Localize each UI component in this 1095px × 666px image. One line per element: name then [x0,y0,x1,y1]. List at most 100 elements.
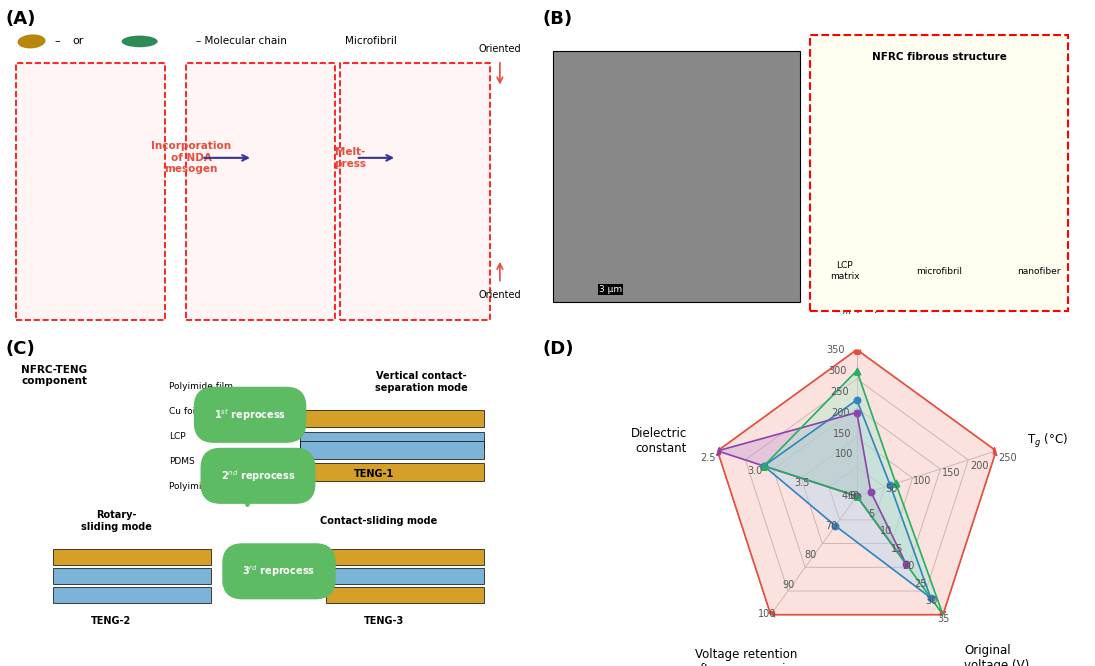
Text: 1$^{st}$ reprocess: 1$^{st}$ reprocess [214,407,286,423]
Text: 200: 200 [831,408,850,418]
Text: 250: 250 [830,387,849,397]
Text: (B): (B) [542,10,573,28]
Polygon shape [717,412,906,564]
Point [881,480,899,491]
Bar [53,568,210,584]
Point [848,491,865,501]
Text: T$_{m}$ (°C): T$_{m}$ (°C) [835,301,878,318]
Bar [326,549,484,565]
Text: 300: 300 [829,366,846,376]
Polygon shape [764,400,931,598]
Text: Oriented: Oriented [479,44,521,54]
Bar [553,51,799,302]
Text: LCP: LCP [169,432,185,441]
Point [756,461,773,472]
Text: 250: 250 [999,453,1017,463]
Text: 20: 20 [902,561,915,571]
Text: 30: 30 [925,596,937,606]
Text: TENG-2: TENG-2 [91,616,131,627]
Bar [300,442,484,459]
Point [934,609,952,620]
Text: 25: 25 [914,579,926,589]
Text: Rotary-
sliding mode: Rotary- sliding mode [81,510,151,532]
Text: 200: 200 [970,461,989,471]
Text: Original
voltage (V): Original voltage (V) [965,644,1029,666]
Text: TENG-1: TENG-1 [354,470,394,480]
Text: 50: 50 [885,484,898,494]
Text: Vertical contact-
separation mode: Vertical contact- separation mode [374,371,468,392]
Text: Polyimide film: Polyimide film [169,482,232,492]
Text: nanofiber: nanofiber [1017,266,1061,276]
Point [708,446,726,456]
Bar [300,432,484,450]
Point [988,446,1005,456]
Bar [810,35,1068,311]
Text: 3.0: 3.0 [747,466,762,476]
Bar [326,568,484,584]
Point [887,478,904,489]
Text: microfibril: microfibril [917,266,963,276]
Text: 70: 70 [826,521,838,531]
Text: Cu foil: Cu foil [169,407,197,416]
Text: T$_{g}$ (°C): T$_{g}$ (°C) [1027,432,1068,450]
Text: 35: 35 [937,614,949,624]
Text: PDMS: PDMS [169,458,195,466]
Point [848,344,865,355]
Text: Oriented: Oriented [479,290,521,300]
Bar [326,587,484,603]
Polygon shape [717,350,996,615]
Polygon shape [764,370,943,615]
Text: Microfibril: Microfibril [345,37,397,47]
Text: or: or [72,37,83,47]
Text: 15: 15 [891,543,903,553]
Text: Incorporation
of NDA
mesogen: Incorporation of NDA mesogen [151,141,231,174]
Text: Contact-sliding mode: Contact-sliding mode [320,516,438,526]
Text: –: – [55,37,60,47]
Text: TENG-3: TENG-3 [364,616,404,627]
Text: 2$^{nd}$ reprocess: 2$^{nd}$ reprocess [221,468,296,484]
Point [897,559,914,569]
Text: (C): (C) [5,340,35,358]
Text: 100: 100 [835,450,853,460]
Text: 100: 100 [758,609,776,619]
Ellipse shape [18,35,46,49]
Text: 3$^{rd}$ reprocess: 3$^{rd}$ reprocess [242,563,315,579]
Bar [341,63,489,320]
Point [756,461,773,472]
Point [848,365,865,376]
Text: Polyimide film: Polyimide film [169,382,232,391]
Text: 4.0: 4.0 [842,491,856,501]
Text: 5: 5 [868,509,875,519]
Point [762,609,780,620]
Text: 150: 150 [942,468,960,478]
Point [848,491,865,501]
Point [827,520,844,531]
Text: 150: 150 [833,429,852,439]
Bar [53,549,210,565]
Text: (A): (A) [5,10,36,28]
Text: Dielectric
constant: Dielectric constant [631,427,687,455]
Bar [53,587,210,603]
Point [708,446,726,456]
Text: 10: 10 [879,526,892,536]
Text: Voltage retention
after reprocessing
twice (%): Voltage retention after reprocessing twi… [693,648,800,666]
Point [848,407,865,418]
Point [922,593,940,603]
Text: 2.5: 2.5 [700,453,715,463]
Text: 3.5: 3.5 [794,478,809,488]
Point [862,486,879,497]
Text: 3 μm: 3 μm [599,285,622,294]
Text: 100: 100 [913,476,932,486]
Text: NFRC fibrous structure: NFRC fibrous structure [872,52,1006,62]
Text: 60: 60 [848,491,860,501]
Text: NFRC-TENG
component: NFRC-TENG component [22,365,88,386]
Text: (D): (D) [542,340,574,358]
Legend: LCP-NDA6, PA66, PET, Vectra: LCP-NDA6, PA66, PET, Vectra [558,206,645,270]
Bar [300,410,484,428]
Point [934,609,952,620]
Bar [16,63,165,320]
Bar [186,63,335,320]
Text: LCP
matrix: LCP matrix [830,262,860,281]
Bar [300,464,484,481]
Ellipse shape [122,35,158,47]
